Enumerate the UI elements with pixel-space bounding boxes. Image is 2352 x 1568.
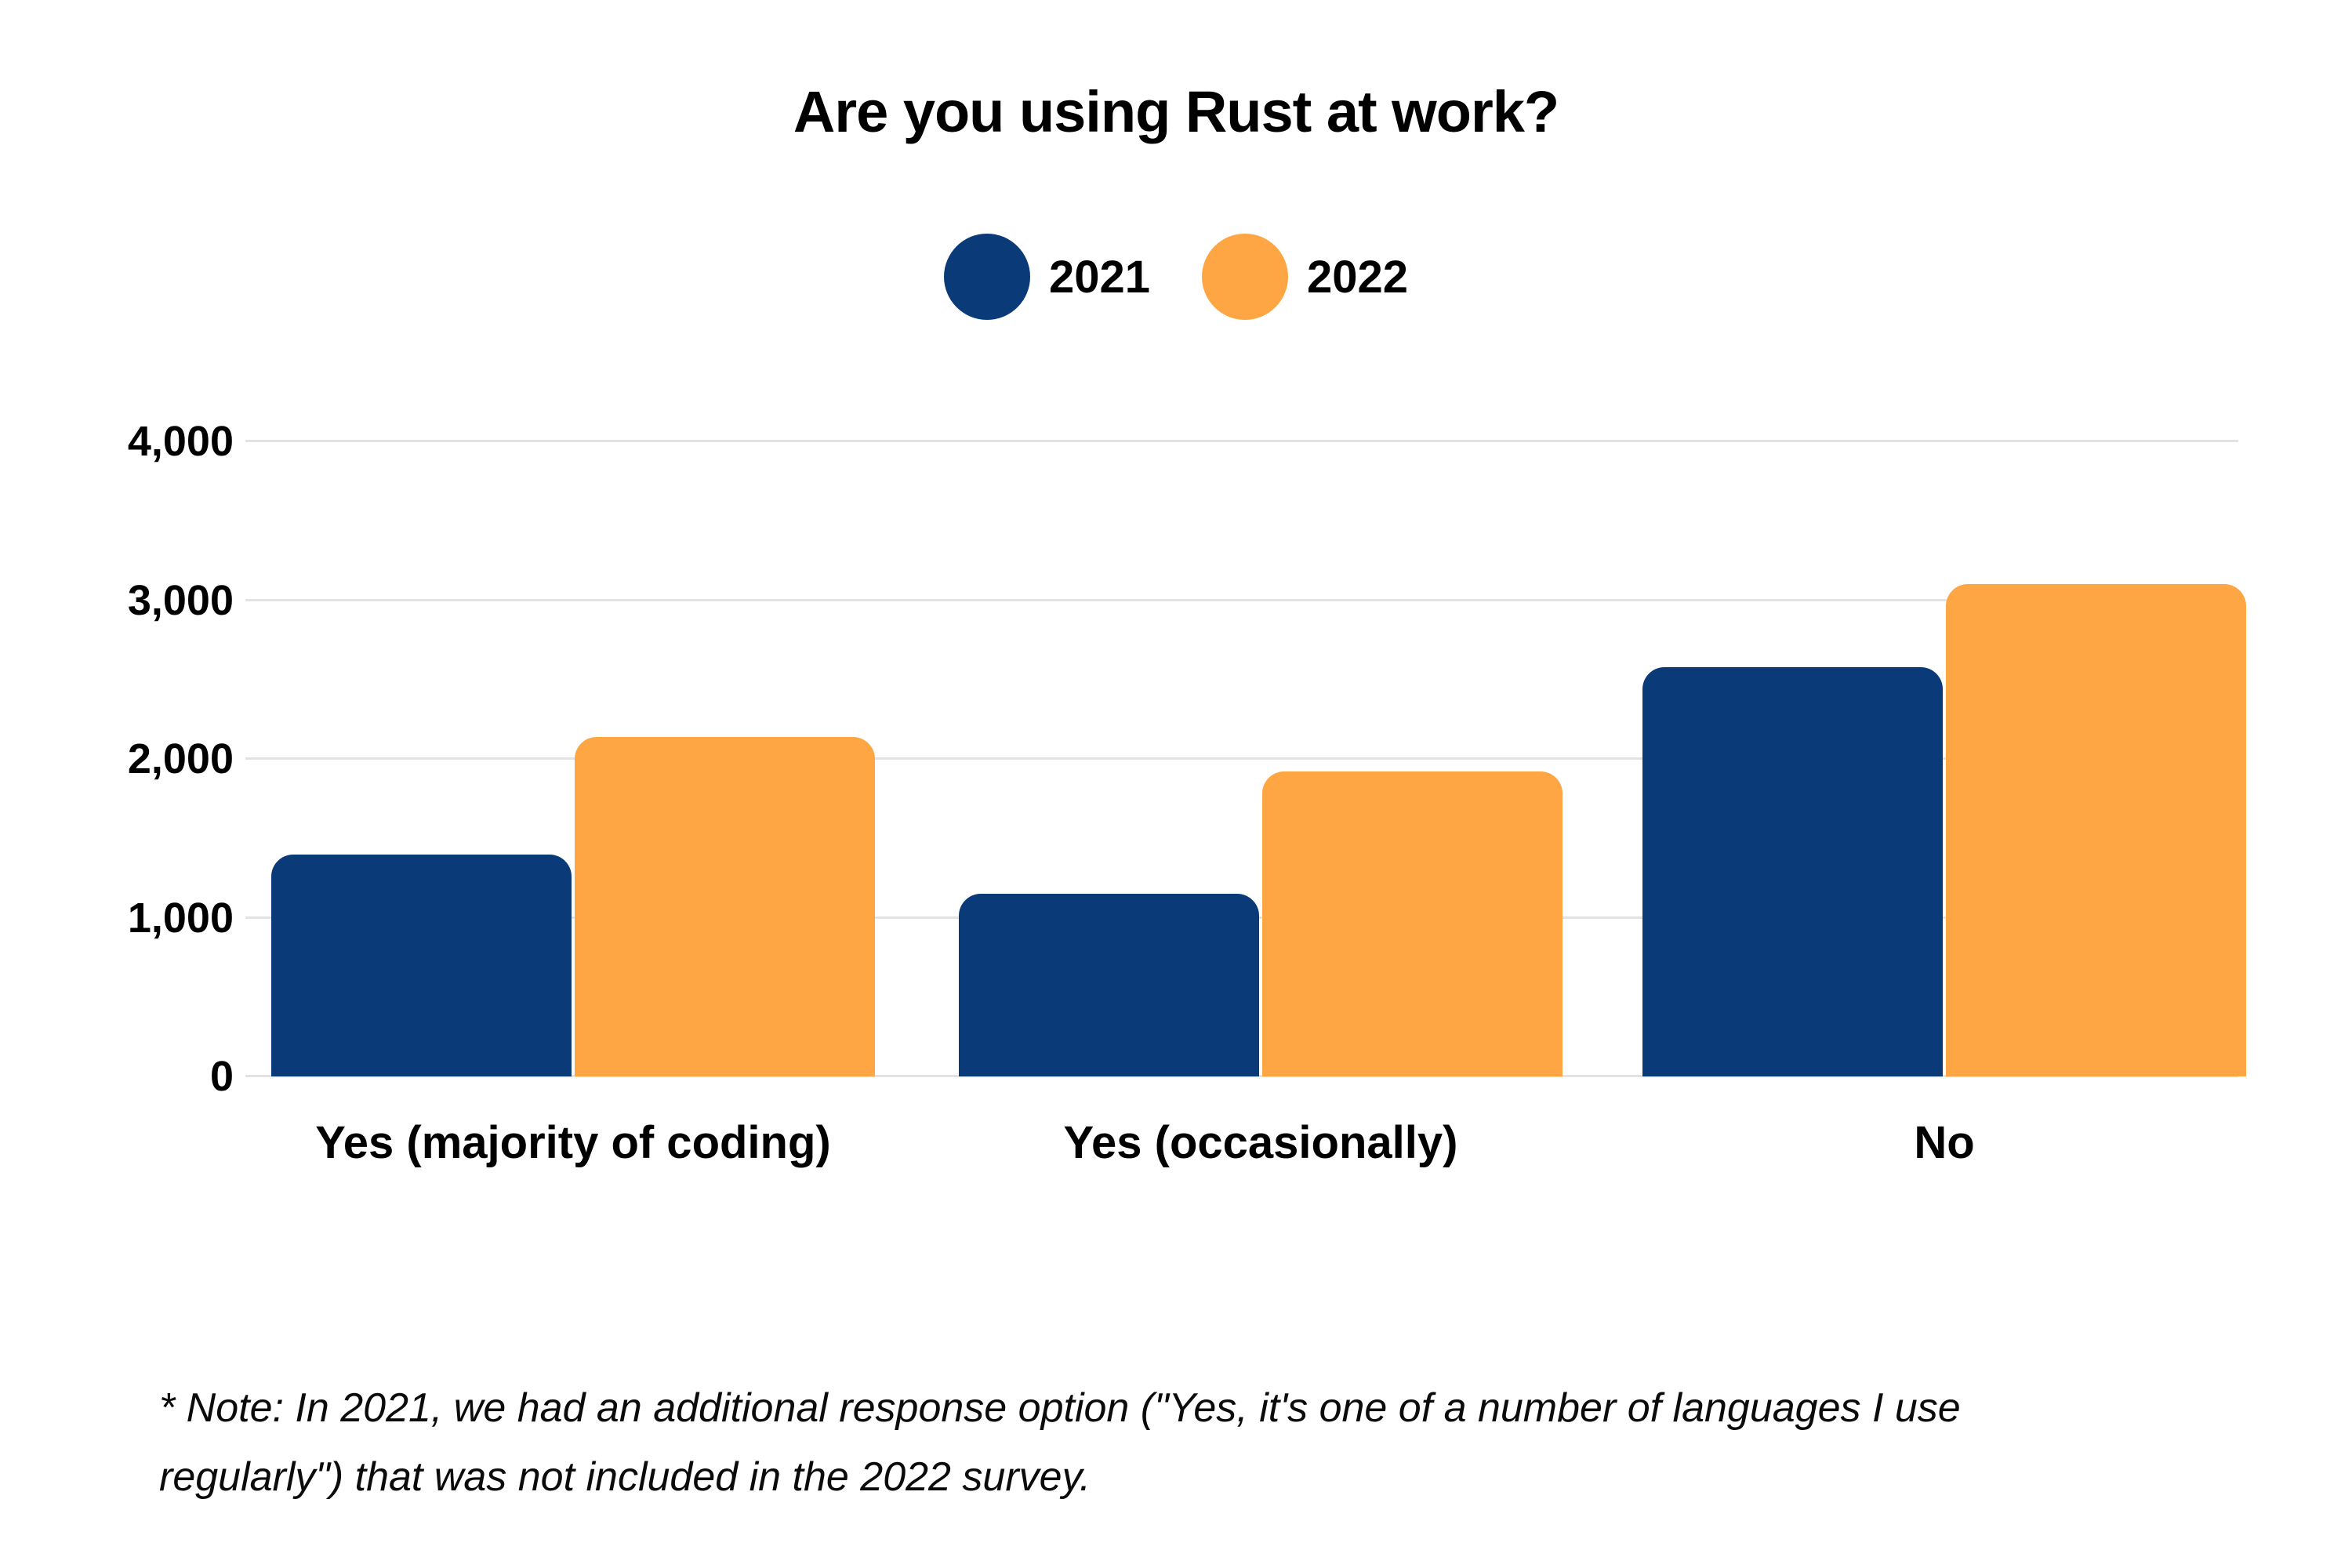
legend-item-2021: 2021 (943, 234, 1150, 320)
bar-2022-category-2 (1946, 584, 2246, 1076)
footnote-line-1: * Note: In 2021, we had an additional re… (159, 1385, 1961, 1431)
y-tick-4000: 4,000 (127, 418, 234, 465)
legend-swatch-2022-icon (1202, 234, 1288, 320)
footnote-line-2: regularly") that was not included in the… (159, 1454, 1091, 1500)
bar-2021-category-0 (271, 854, 572, 1076)
y-tick-2000: 2,000 (127, 735, 234, 782)
gridline-2000 (245, 757, 2238, 760)
legend-label-2022: 2022 (1307, 251, 1409, 303)
plot-area (245, 440, 2246, 1077)
x-label-2: No (1914, 1117, 1975, 1168)
legend-label-2021: 2021 (1048, 251, 1150, 303)
y-tick-3000: 3,000 (127, 576, 234, 624)
bar-2021-category-1 (959, 894, 1259, 1076)
gridline-3000 (245, 598, 2238, 601)
bar-2022-category-1 (1262, 771, 1563, 1076)
x-label-1: Yes (occasionally) (1063, 1117, 1458, 1168)
legend: 2021 2022 (0, 234, 2352, 320)
chart-title: Are you using Rust at work? (793, 79, 1559, 144)
gridline-4000 (245, 440, 2238, 442)
y-tick-1000: 1,000 (127, 894, 234, 942)
footnote: * Note: In 2021, we had an additional re… (159, 1374, 1961, 1512)
y-tick-0: 0 (209, 1053, 234, 1100)
bar-2022-category-0 (575, 736, 875, 1076)
bar-2021-category-2 (1642, 666, 1943, 1076)
legend-swatch-2021-icon (943, 234, 1030, 320)
x-label-0: Yes (majority of coding) (315, 1117, 831, 1168)
legend-item-2022: 2022 (1202, 234, 1408, 320)
